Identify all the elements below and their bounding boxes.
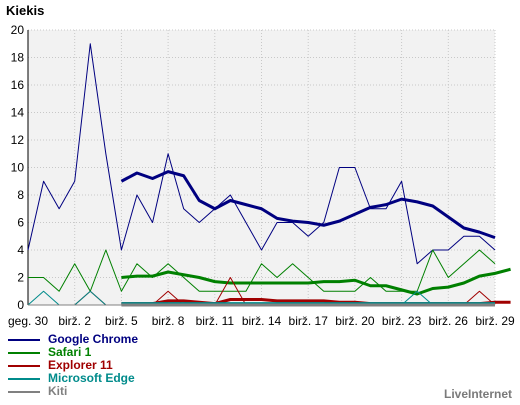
brand-label[interactable]: LiveInternet	[443, 387, 512, 401]
y-tick-label: 4	[17, 243, 24, 257]
y-tick-label: 16	[11, 78, 25, 92]
y-tick-label: 12	[11, 133, 25, 147]
x-tick-label: birž. 29	[475, 314, 515, 328]
series-line-google-chrome-daily	[27, 43, 496, 265]
y-tick-label: 8	[17, 188, 24, 202]
x-tick-label: birž. 8	[152, 314, 185, 328]
x-tick-label: birž. 23	[382, 314, 422, 328]
legend-label: Kiti	[48, 384, 68, 398]
x-tick-label: birž. 14	[242, 314, 282, 328]
series-line-google-chrome-average	[120, 170, 496, 240]
legend-label: Google Chrome	[48, 332, 139, 346]
y-tick-label: 20	[11, 23, 25, 37]
legend-swatch	[8, 352, 40, 354]
x-tick-label: birž. 11	[196, 314, 235, 328]
x-tick-label: birž. 17	[289, 314, 329, 328]
y-tick-label: 2	[17, 271, 24, 285]
chart-title: Kiekis	[6, 3, 44, 18]
y-tick-label: 6	[17, 216, 24, 230]
y-tick-label: 14	[11, 106, 25, 120]
y-tick-label: 18	[11, 51, 25, 65]
legend-swatch	[8, 391, 40, 393]
x-tick-label: birž. 5	[105, 314, 138, 328]
legend-swatch	[8, 378, 40, 380]
y-tick-label: 10	[11, 161, 25, 175]
series-line-safari-1-average	[121, 267, 511, 296]
legend-swatch	[8, 365, 40, 367]
x-tick-label: birž. 20	[335, 314, 375, 328]
y-tick-label: 0	[17, 298, 24, 312]
legend-label: Microsoft Edge	[48, 371, 135, 385]
x-tick-label: birž. 2	[58, 314, 91, 328]
legend-label: Safari 1	[48, 345, 92, 359]
x-tick-label: geg. 30	[8, 314, 48, 328]
legend-label: Explorer 11	[48, 358, 113, 372]
legend-swatch	[8, 339, 40, 341]
x-tick-label: birž. 26	[429, 314, 469, 328]
